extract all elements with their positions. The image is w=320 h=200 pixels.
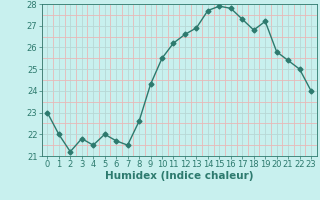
X-axis label: Humidex (Indice chaleur): Humidex (Indice chaleur) [105, 171, 253, 181]
